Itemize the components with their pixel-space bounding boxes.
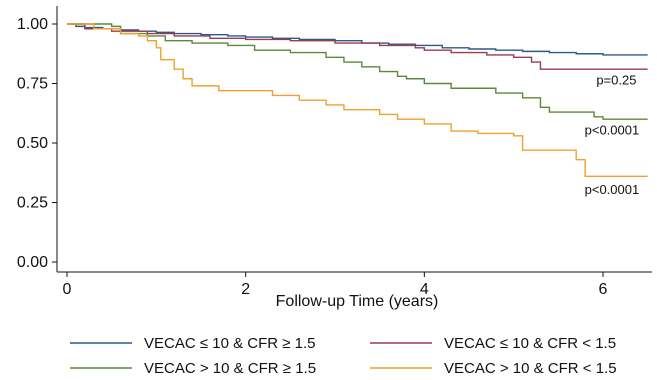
x-tick-label: 6: [599, 281, 608, 298]
legend-label-2: VECAC ≤ 10 & CFR < 1.5: [444, 335, 616, 352]
legend: VECAC ≤ 10 & CFR ≥ 1.5 VECAC ≤ 10 & CFR <…: [70, 335, 617, 377]
annotations: p=0.25 p<0.0001 p<0.0001: [585, 73, 640, 197]
p-value-annotation: p=0.25: [596, 73, 636, 88]
y-tick-label: 0.50: [17, 135, 48, 152]
series-line-2: [67, 23, 648, 70]
axes: 0.00 0.25 0.50 0.75 1.00 0 2 4 6: [17, 6, 652, 298]
legend-label-1: VECAC ≤ 10 & CFR ≥ 1.5: [144, 335, 316, 352]
x-tick-label: 0: [63, 281, 72, 298]
y-tick-label: 0.00: [17, 254, 48, 271]
x-axis-label: Follow-up Time (years): [276, 293, 439, 310]
y-tick-label: 0.25: [17, 195, 48, 212]
legend-label-4: VECAC > 10 & CFR < 1.5: [444, 360, 617, 377]
x-tick-label: 2: [241, 281, 250, 298]
survival-curves: [67, 23, 648, 178]
legend-label-3: VECAC > 10 & CFR ≥ 1.5: [144, 360, 316, 377]
y-tick-label: 1.00: [17, 16, 48, 33]
x-tick-label: 4: [420, 281, 429, 298]
p-value-annotation: p<0.0001: [585, 182, 640, 197]
y-tick-label: 0.75: [17, 76, 48, 93]
p-value-annotation: p<0.0001: [585, 123, 640, 138]
series-line-3: [67, 23, 648, 120]
series-line-4: [67, 23, 648, 178]
series-line-1: [67, 23, 648, 56]
